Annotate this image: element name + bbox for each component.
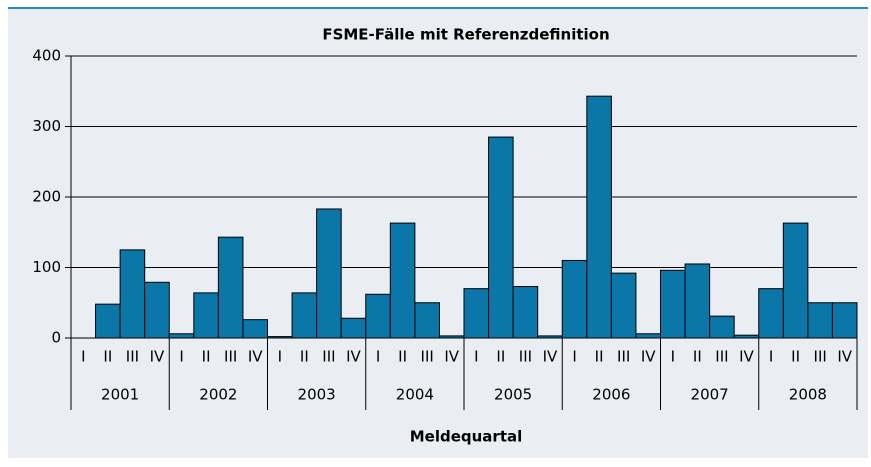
x-tick-label: II bbox=[791, 348, 800, 366]
group-label: 2004 bbox=[396, 386, 434, 404]
chart-title: FSME-Fälle mit Referenzdefinition bbox=[322, 26, 609, 44]
x-tick-label: II bbox=[202, 348, 211, 366]
group-label: 2005 bbox=[494, 386, 532, 404]
x-tick-label: I bbox=[671, 348, 675, 366]
x-tick-label: IV bbox=[248, 348, 263, 366]
bar bbox=[217, 236, 244, 339]
y-tick-label: 0 bbox=[51, 329, 61, 347]
bar bbox=[365, 293, 391, 339]
x-tick-label: IV bbox=[346, 348, 361, 366]
group-label: 2002 bbox=[199, 386, 237, 404]
x-tick-label: I bbox=[376, 348, 380, 366]
x-tick-label: III bbox=[421, 348, 434, 366]
bar bbox=[242, 319, 268, 339]
x-tick-label: II bbox=[103, 348, 112, 366]
bar bbox=[537, 335, 563, 339]
group-label: 2003 bbox=[298, 386, 336, 404]
bar bbox=[193, 292, 219, 339]
bar bbox=[807, 302, 833, 339]
x-tick-label: II bbox=[595, 348, 604, 366]
x-tick-label: III bbox=[126, 348, 139, 366]
x-tick-label: II bbox=[398, 348, 407, 366]
x-tick-label: III bbox=[715, 348, 728, 366]
bar bbox=[709, 315, 735, 339]
bar bbox=[561, 259, 588, 339]
x-tick-label: I bbox=[81, 348, 85, 366]
group-label: 2008 bbox=[789, 386, 827, 404]
bar bbox=[389, 222, 416, 339]
bar bbox=[144, 281, 170, 339]
bar bbox=[168, 333, 195, 339]
bar bbox=[414, 302, 440, 339]
y-tick-label: 200 bbox=[32, 188, 61, 206]
group-label: 2006 bbox=[592, 386, 630, 404]
x-tick-label: III bbox=[617, 348, 630, 366]
x-tick-label: II bbox=[300, 348, 309, 366]
bar bbox=[316, 208, 342, 339]
x-tick-label: IV bbox=[641, 348, 656, 366]
x-tick-label: III bbox=[519, 348, 532, 366]
x-tick-label: IV bbox=[444, 348, 459, 366]
bar bbox=[660, 269, 686, 339]
bar bbox=[119, 249, 146, 339]
y-tick-label: 100 bbox=[32, 258, 61, 276]
x-tick-label: II bbox=[496, 348, 505, 366]
bar bbox=[610, 272, 637, 339]
bar bbox=[758, 288, 784, 339]
bar bbox=[635, 333, 661, 339]
bar bbox=[438, 335, 465, 339]
x-tick-label: IV bbox=[543, 348, 558, 366]
x-tick-label: I bbox=[474, 348, 478, 366]
x-tick-label: I bbox=[179, 348, 183, 366]
x-tick-label: III bbox=[224, 348, 237, 366]
bar bbox=[488, 136, 514, 339]
bar bbox=[586, 95, 612, 339]
panel bbox=[8, 8, 868, 458]
bar bbox=[782, 222, 809, 339]
x-tick-label: IV bbox=[739, 348, 754, 366]
bar bbox=[95, 303, 121, 339]
bar bbox=[267, 336, 293, 339]
y-tick-label: 300 bbox=[32, 117, 61, 135]
x-tick-label: I bbox=[278, 348, 282, 366]
x-tick-label: IV bbox=[837, 348, 852, 366]
bar bbox=[512, 286, 539, 339]
bar bbox=[733, 334, 760, 339]
x-tick-label: III bbox=[814, 348, 827, 366]
x-tick-label: IV bbox=[150, 348, 165, 366]
group-label: 2007 bbox=[691, 386, 729, 404]
bar bbox=[684, 263, 711, 339]
x-axis-label: Meldequartal bbox=[410, 428, 523, 446]
x-tick-label: II bbox=[693, 348, 702, 366]
group-label: 2001 bbox=[101, 386, 139, 404]
bar bbox=[340, 317, 367, 339]
bar bbox=[463, 288, 490, 339]
x-tick-label: III bbox=[322, 348, 335, 366]
bar bbox=[831, 302, 858, 339]
bar bbox=[291, 292, 318, 339]
y-tick-label: 400 bbox=[32, 47, 61, 65]
x-tick-label: I bbox=[769, 348, 773, 366]
x-tick-label: I bbox=[572, 348, 576, 366]
